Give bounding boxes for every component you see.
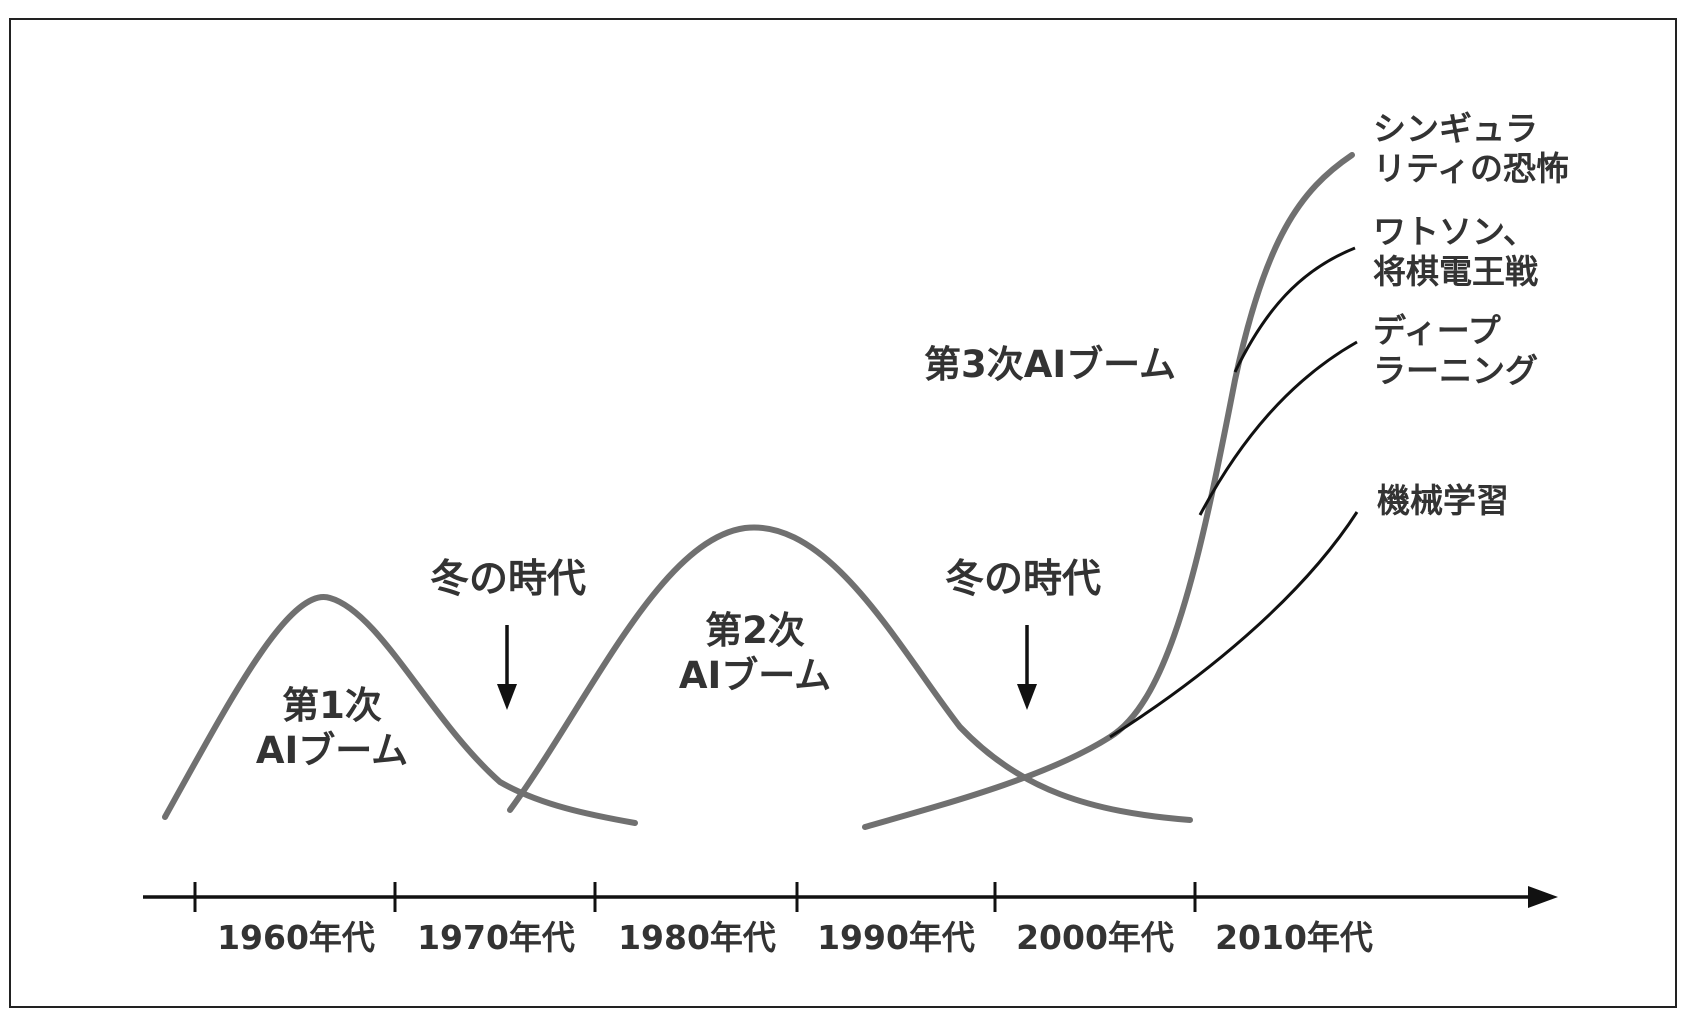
singularity-label-line1: シンギュラ	[1373, 109, 1538, 148]
second-boom-label-line1: 第2次	[705, 609, 805, 652]
second-boom-curve	[507, 524, 1193, 823]
winter1-label: 冬の時代	[430, 557, 586, 602]
singularity-label-line2: リティの恐怖	[1373, 149, 1569, 188]
winter2-label: 冬の時代	[945, 557, 1101, 602]
machine-learning-line	[1109, 511, 1359, 739]
watson-line	[1233, 246, 1356, 373]
first-boom-label-line1: 第1次	[282, 684, 382, 727]
decade-label-1980s: 1980年代	[618, 918, 776, 957]
winter1-arrow	[497, 625, 517, 710]
decade-label-2000s: 2000年代	[1016, 918, 1174, 957]
decade-label-1960s: 1960年代	[217, 918, 375, 957]
watson-label-line1: ワトソン、	[1373, 212, 1536, 251]
decade-label-2010s: 2010年代	[1215, 918, 1373, 957]
first-boom-curve	[162, 594, 638, 826]
diagram-frame	[9, 18, 1677, 1008]
third-boom-label: 第3次AIブーム	[924, 343, 1176, 386]
machine-learning-label: 機械学習	[1377, 481, 1509, 520]
decade-label-1970s: 1970年代	[417, 918, 575, 957]
watson-label-line2: 将棋電王戦	[1373, 252, 1538, 291]
deep-learning-label-line2: ラーニング	[1373, 351, 1538, 390]
second-boom-label-line2: AIブーム	[679, 654, 831, 697]
first-boom-label-line2: AIブーム	[256, 729, 408, 772]
decade-label-1990s: 1990年代	[817, 918, 975, 957]
deep-learning-line	[1198, 340, 1358, 516]
winter2-arrow	[1017, 625, 1037, 710]
time-axis	[143, 882, 1558, 912]
third-boom-curve	[862, 152, 1355, 830]
deep-learning-label-line1: ディープ	[1373, 311, 1502, 350]
